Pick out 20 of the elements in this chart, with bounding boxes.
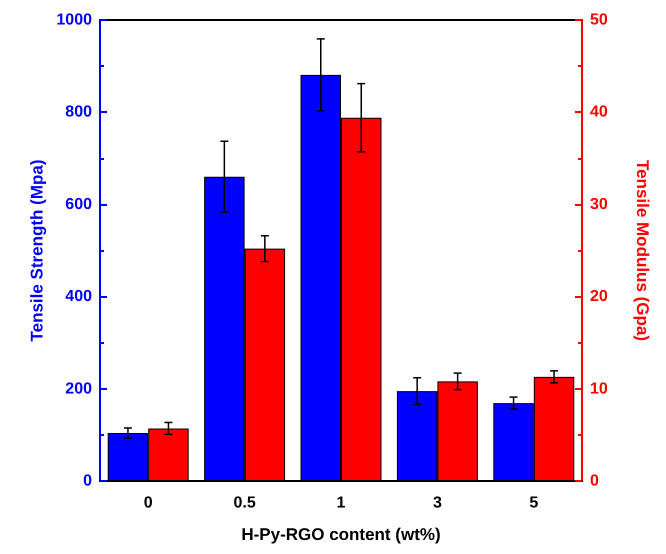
y2-tick-label: 50: [590, 12, 608, 28]
x-tick-label: 0: [144, 494, 153, 512]
y2-tick-label: 40: [590, 104, 608, 121]
y2-tick-label: 30: [590, 196, 608, 213]
x-tick-label: 3: [432, 494, 442, 512]
y2-tick-label: 10: [590, 380, 608, 398]
x-tick-label: 1: [336, 494, 346, 512]
x-axis-title: H-Py-RGO content (wt%): [241, 525, 441, 544]
x-tick-label: 0.5: [233, 494, 256, 512]
y-tick-label: 800: [65, 104, 92, 121]
y-tick-label: 600: [65, 196, 92, 213]
y2-axis-title: Tensile Modulus (Gpa): [633, 160, 652, 342]
y-tick-label: 1000: [56, 12, 92, 28]
x-tick-label: 5: [529, 494, 538, 512]
y-tick-label: 0: [83, 472, 92, 490]
y-tick-label: 200: [65, 380, 92, 398]
y2-tick-label: 20: [590, 288, 608, 306]
y-axis-title: Tensile Strength (Mpa): [28, 160, 47, 342]
y-tick-label: 400: [65, 288, 92, 306]
y2-tick-label: 0: [590, 472, 599, 490]
